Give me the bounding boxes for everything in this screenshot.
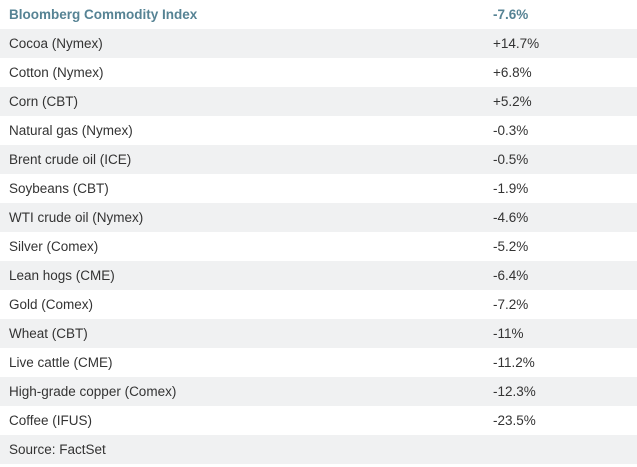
- source-row: Source: FactSet: [0, 435, 637, 464]
- table-row: Live cattle (CME) -11.2%: [0, 348, 637, 377]
- table-row: Coffee (IFUS) -23.5%: [0, 406, 637, 435]
- commodity-change: -12.3%: [493, 384, 536, 399]
- commodity-change: -23.5%: [493, 413, 536, 428]
- commodity-name: Live cattle (CME): [9, 355, 113, 370]
- commodity-change: -4.6%: [493, 210, 529, 225]
- commodity-change: -0.3%: [493, 123, 529, 138]
- commodity-change: -5.2%: [493, 239, 529, 254]
- commodity-change: -11.2%: [493, 355, 535, 370]
- commodity-name: Coffee (IFUS): [9, 413, 93, 428]
- commodity-name: Lean hogs (CME): [9, 268, 115, 283]
- source-credit: Source: FactSet: [9, 442, 106, 457]
- commodity-name: Gold (Comex): [9, 297, 94, 312]
- commodity-name: Soybeans (CBT): [9, 181, 109, 196]
- commodity-name: High-grade copper (Comex): [9, 384, 177, 399]
- commodity-change: -1.9%: [493, 181, 529, 196]
- commodity-name: Silver (Comex): [9, 239, 99, 254]
- commodity-name: Cocoa (Nymex): [9, 36, 103, 51]
- commodity-change: +14.7%: [493, 36, 540, 51]
- table-row: Silver (Comex) -5.2%: [0, 232, 637, 261]
- table-row: Natural gas (Nymex) -0.3%: [0, 116, 637, 145]
- table-row: Wheat (CBT) -11%: [0, 319, 637, 348]
- commodity-name: Corn (CBT): [9, 94, 79, 109]
- commodity-change: -7.2%: [493, 297, 529, 312]
- commodity-name: WTI crude oil (Nymex): [9, 210, 144, 225]
- table-row: WTI crude oil (Nymex) -4.6%: [0, 203, 637, 232]
- index-name: Bloomberg Commodity Index: [9, 7, 198, 22]
- table-row: Brent crude oil (ICE) -0.5%: [0, 145, 637, 174]
- table-row: Soybeans (CBT) -1.9%: [0, 174, 637, 203]
- commodity-change: +6.8%: [493, 65, 532, 80]
- table-row: Corn (CBT) +5.2%: [0, 87, 637, 116]
- commodity-name: Natural gas (Nymex): [9, 123, 133, 138]
- table-row: Lean hogs (CME) -6.4%: [0, 261, 637, 290]
- table-row: Gold (Comex) -7.2%: [0, 290, 637, 319]
- commodity-change: +5.2%: [493, 94, 532, 109]
- commodity-name: Wheat (CBT): [9, 326, 88, 341]
- commodity-change: -0.5%: [493, 152, 529, 167]
- table-row: Cocoa (Nymex) +14.7%: [0, 29, 637, 58]
- table-row: Cotton (Nymex) +6.8%: [0, 58, 637, 87]
- commodity-name: Cotton (Nymex): [9, 65, 104, 80]
- index-change: -7.6%: [493, 7, 529, 22]
- table-row: High-grade copper (Comex) -12.3%: [0, 377, 637, 406]
- commodity-change: -11%: [493, 326, 524, 341]
- commodity-name: Brent crude oil (ICE): [9, 152, 132, 167]
- commodity-change: -6.4%: [493, 268, 529, 283]
- table-header-row: Bloomberg Commodity Index -7.6%: [0, 0, 637, 29]
